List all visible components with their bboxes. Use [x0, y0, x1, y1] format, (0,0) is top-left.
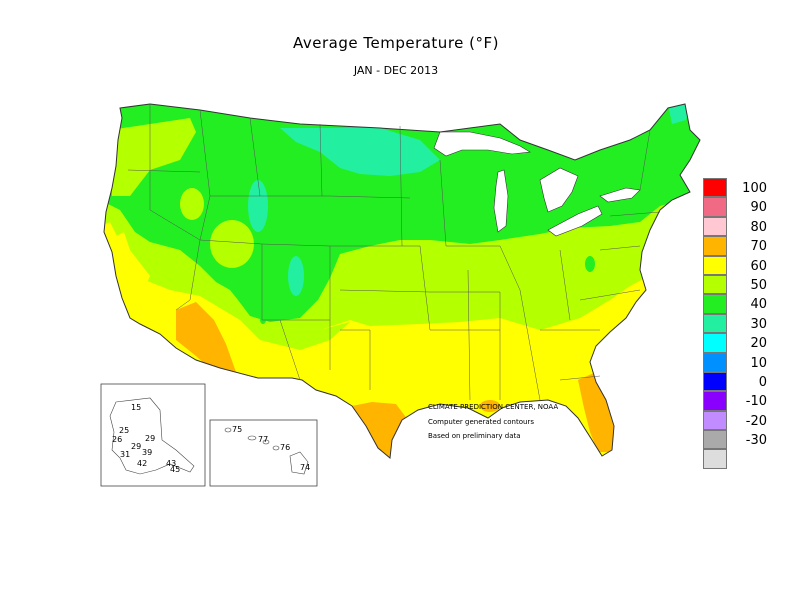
legend-label: 90 [750, 200, 767, 216]
legend-swatch [703, 313, 727, 334]
legend-item: 50 [703, 274, 783, 295]
alaska-temp-9: 43 [166, 459, 176, 468]
legend-label: -20 [745, 413, 767, 429]
legend-label: 40 [750, 297, 767, 313]
credit-method: Computer generated contours [428, 417, 534, 426]
legend-swatch [703, 430, 727, 450]
alaska-temp-6: 39 [142, 448, 152, 457]
hawaii-inset: 75 77 76 74 [209, 419, 318, 487]
legend-item: -20 [703, 410, 783, 431]
legend-swatch [703, 236, 727, 256]
legend-label: 50 [750, 277, 767, 293]
legend-item: 60 [703, 255, 783, 275]
alaska-temp-2: 25 [119, 426, 129, 435]
legend-swatch [703, 178, 727, 198]
legend-swatch [703, 391, 727, 411]
legend-item: -10 [703, 391, 783, 411]
legend-swatch [703, 274, 727, 295]
lake-michigan [493, 169, 509, 233]
legend-label: 80 [750, 219, 767, 235]
legend-swatch [703, 197, 727, 217]
legend-swatch [703, 294, 727, 314]
legend-item: 0 [703, 371, 783, 392]
hawaii-temp-2: 77 [258, 435, 268, 444]
legend-swatch [703, 410, 727, 431]
map-title: Average Temperature (°F) [293, 34, 499, 52]
legend-swatch [703, 333, 727, 353]
legend-item: 70 [703, 236, 783, 256]
lake-superior [433, 131, 531, 157]
legend-item: 20 [703, 333, 783, 353]
legend-swatch [703, 352, 727, 372]
legend-label: 20 [750, 336, 767, 352]
legend-label: 0 [758, 374, 767, 390]
legend-item: 30 [703, 313, 783, 334]
legend-item: 10 [703, 352, 783, 372]
legend-item: 100 [703, 178, 783, 198]
credit-source: CLIMATE PREDICTION CENTER, NOAA [428, 403, 559, 411]
alaska-temp-7: 31 [120, 450, 130, 459]
alaska-temp-3: 26 [112, 435, 122, 444]
alaska-temp-1: 15 [131, 403, 141, 412]
legend-item: 40 [703, 294, 783, 314]
legend-item [703, 449, 783, 469]
map-subtitle: JAN - DEC 2013 [353, 64, 439, 77]
hawaii-temp-1: 75 [232, 425, 242, 434]
legend-label: 100 [742, 181, 767, 196]
lake-ontario [599, 187, 641, 203]
legend-swatch [703, 216, 727, 237]
legend-swatch [703, 449, 727, 469]
legend-label: 10 [750, 355, 767, 371]
lake-erie [547, 205, 603, 237]
credits-block: CLIMATE PREDICTION CENTER, NOAA Computer… [428, 400, 558, 444]
legend-item: 90 [703, 197, 783, 217]
lake-huron [539, 167, 579, 213]
legend-label: 30 [750, 316, 767, 332]
legend-label: -10 [745, 394, 767, 410]
alaska-temp-4: 29 [145, 434, 155, 443]
legend-swatch [703, 255, 727, 275]
hawaii-temp-3: 76 [280, 443, 290, 452]
alaska-temp-10: 45 [170, 465, 180, 474]
legend-swatch [703, 371, 727, 392]
legend-item: -30 [703, 430, 783, 450]
credit-data-note: Based on preliminary data [428, 432, 521, 440]
alaska-temp-8: 42 [137, 459, 147, 468]
hawaii-temp-4: 74 [300, 463, 310, 472]
color-legend: 100 90 80 70 60 50 40 30 20 10 0 -10 -20 -30 [703, 178, 783, 469]
legend-label: 70 [750, 239, 767, 255]
legend-label: -30 [745, 433, 767, 449]
legend-label: 60 [750, 258, 767, 274]
alaska-inset: 15 25 26 29 29 39 31 42 43 45 [100, 383, 206, 487]
alaska-temp-5: 29 [131, 442, 141, 451]
legend-item: 80 [703, 216, 783, 237]
